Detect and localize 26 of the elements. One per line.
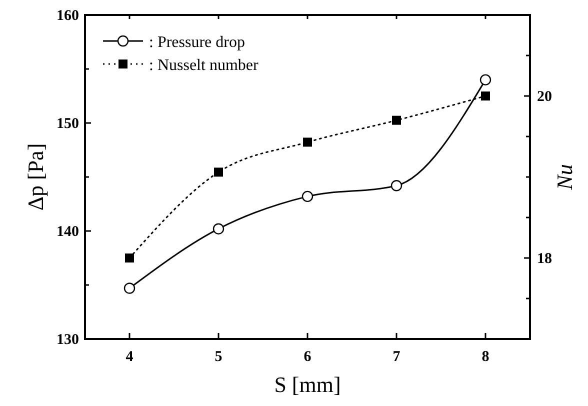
legend-label: : Nusselt number <box>149 57 259 74</box>
point <box>392 116 401 125</box>
x-tick-label: 7 <box>392 349 401 365</box>
point <box>124 282 136 294</box>
point <box>302 190 314 202</box>
point <box>390 180 402 192</box>
y-tick-label: 150 <box>56 116 79 132</box>
legend-label: : Pressure drop <box>149 34 245 51</box>
x-axis-title: S [mm] <box>274 372 341 397</box>
y-tick-label: 160 <box>56 8 79 24</box>
x-tick-label: 8 <box>482 349 490 365</box>
point <box>303 138 312 147</box>
point <box>212 223 224 234</box>
y2-tick-label: 20 <box>537 89 552 105</box>
y2-tick-label: 18 <box>537 251 552 267</box>
y-tick-label: 130 <box>56 332 79 348</box>
x-tick-label: 5 <box>214 349 222 365</box>
point <box>480 74 492 86</box>
point <box>125 254 134 262</box>
point <box>481 92 490 100</box>
x-tick-label: 4 <box>126 349 134 365</box>
x-tick-label: 6 <box>304 349 312 365</box>
y-axis-title: Δp [Pa] <box>23 143 48 211</box>
y2-axis-title: Nu <box>552 164 577 191</box>
point <box>214 168 223 177</box>
y-tick-label: 140 <box>56 224 79 240</box>
